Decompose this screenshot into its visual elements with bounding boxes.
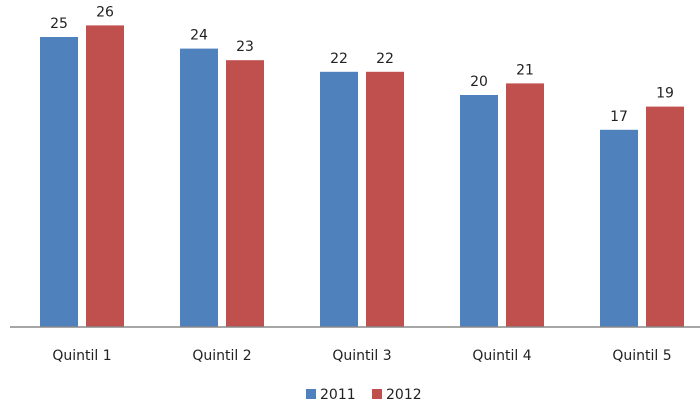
value-label: 23	[236, 39, 254, 55]
category-label: Quintil 5	[612, 348, 671, 364]
bar-2011-quintil-2	[180, 48, 218, 327]
value-label: 21	[516, 62, 534, 78]
value-label: 25	[50, 16, 68, 32]
bar-2011-quintil-3	[320, 71, 358, 327]
legend-label-2011: 2011	[320, 387, 356, 403]
legend: 2011 2012	[306, 387, 422, 403]
value-label: 20	[470, 74, 488, 90]
category-label: Quintil 1	[52, 348, 111, 364]
bar-2012-quintil-1	[86, 25, 124, 328]
bars-group	[40, 25, 684, 328]
category-label: Quintil 2	[192, 348, 251, 364]
bar-2011-quintil-1	[40, 37, 78, 327]
bar-2012-quintil-3	[366, 71, 404, 327]
bar-2011-quintil-5	[600, 129, 638, 327]
value-label: 19	[656, 86, 674, 102]
category-label: Quintil 4	[472, 348, 531, 364]
bar-2012-quintil-4	[506, 83, 544, 328]
value-label: 22	[376, 51, 394, 67]
legend-swatch-2011	[306, 389, 316, 399]
bar-2012-quintil-5	[646, 106, 684, 327]
bar-2011-quintil-4	[460, 95, 498, 327]
value-label: 24	[190, 28, 208, 44]
value-label: 26	[96, 4, 114, 20]
category-labels-group: Quintil 1 Quintil 2 Quintil 3 Quintil 4 Quin…	[52, 348, 671, 364]
value-label: 22	[330, 51, 348, 67]
category-label: Quintil 3	[332, 348, 391, 364]
legend-label-2012: 2012	[386, 387, 422, 403]
legend-swatch-2012	[372, 389, 382, 399]
value-labels-group: 25 26 24 23 22 22 20 21 17 19	[50, 4, 674, 124]
bar-2012-quintil-2	[226, 60, 264, 327]
value-label: 17	[610, 109, 628, 125]
